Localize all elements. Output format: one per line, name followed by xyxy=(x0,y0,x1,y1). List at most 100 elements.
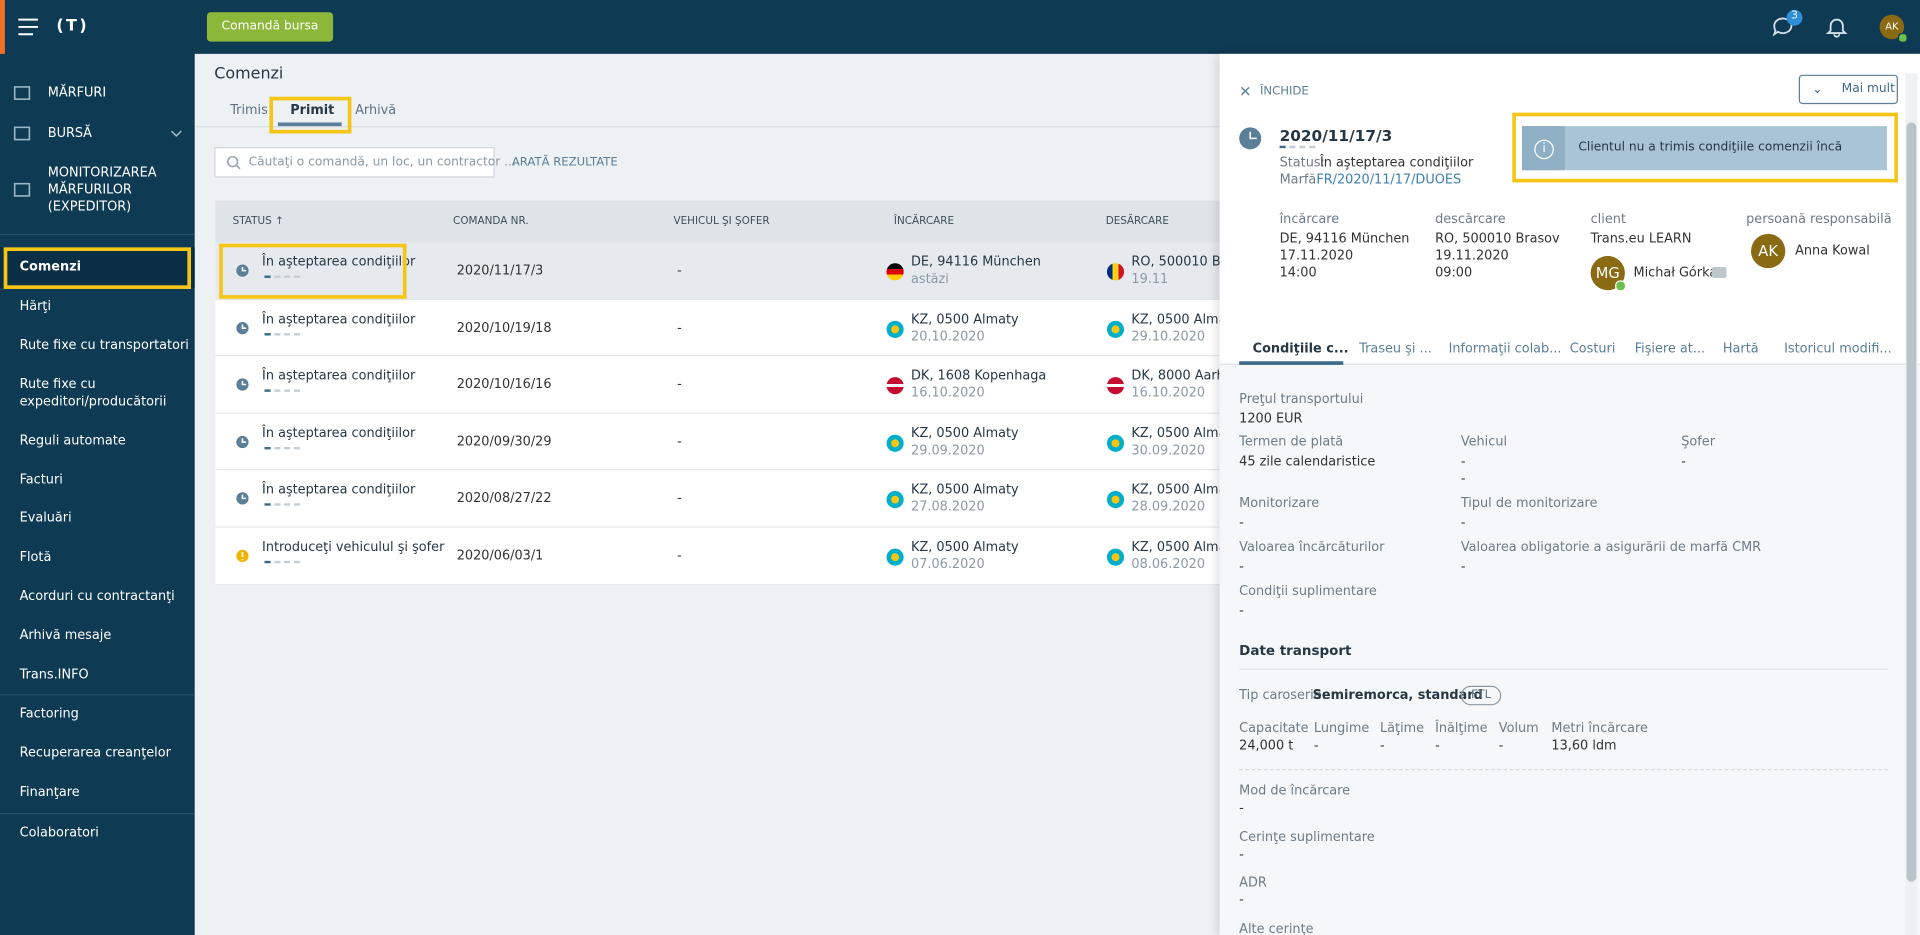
date[interactable]: 29.09.2020 xyxy=(911,443,985,458)
dim-value: - xyxy=(1313,738,1319,754)
vehicle[interactable]: - xyxy=(677,377,682,393)
order-status[interactable]: Introduceţi vehiculul şi şofer xyxy=(262,540,445,555)
exchange-button[interactable]: Comandă bursa xyxy=(206,12,334,42)
sidebar-item[interactable]: MĂRFURI xyxy=(47,85,107,101)
more-button[interactable]: Mai mult ⌄ xyxy=(1798,74,1898,105)
date[interactable]: 16.10.2020 xyxy=(911,385,985,401)
panel-tab[interactable]: Fişiere at... xyxy=(1634,341,1706,357)
status-icon xyxy=(235,434,250,449)
order-number[interactable]: 2020/10/16/16 xyxy=(456,377,552,393)
place[interactable]: KZ, 0500 Almaty xyxy=(911,540,1019,555)
order-number[interactable]: 2020/06/03/1 xyxy=(456,548,544,564)
place[interactable]: KZ, 0500 Almaty xyxy=(1131,425,1240,441)
avatar-initials[interactable]: AK xyxy=(1885,20,1899,32)
search-input[interactable]: Căutaţi o comandă, un loc, un contractor… xyxy=(214,146,516,178)
vehicle[interactable]: - xyxy=(677,491,682,507)
place[interactable]: KZ, 0500 Almaty xyxy=(911,425,1019,441)
sidebar-item[interactable]: MONITORIZAREA MĂRFURILOR (EXPEDITOR) xyxy=(47,165,157,215)
sidebar-item[interactable]: Comenzi xyxy=(19,259,82,275)
panel-tab[interactable]: Istoricul modifi... xyxy=(1784,341,1892,357)
table-row[interactable] xyxy=(215,299,1245,357)
dim-value: - xyxy=(1498,738,1504,754)
date[interactable]: 28.09.2020 xyxy=(1131,500,1206,515)
panel-tab[interactable]: Traseu şi ... xyxy=(1359,341,1432,357)
sidebar-item[interactable]: Rute fixe cu expeditori/producătorii xyxy=(19,377,167,409)
place[interactable]: DK, 8000 Aarhus xyxy=(1131,368,1240,384)
place[interactable]: KZ, 0500 Almaty xyxy=(911,311,1019,327)
sidebar-separator xyxy=(0,233,195,236)
column-header[interactable]: STATUS ↑ xyxy=(232,215,284,228)
place[interactable]: DK, 1608 Kopenhaga xyxy=(911,368,1047,384)
search-button[interactable]: ARATĂ REZULTATE xyxy=(511,155,618,169)
vehicle[interactable]: - xyxy=(677,548,682,564)
place[interactable]: KZ, 0500 Almaty xyxy=(1131,540,1240,555)
sidebar-item[interactable]: Recuperarea creanţelor xyxy=(19,745,171,761)
date[interactable]: 19.11 xyxy=(1131,271,1169,287)
table-row[interactable] xyxy=(215,527,1245,585)
table-header xyxy=(215,200,1245,243)
vehicle[interactable]: - xyxy=(677,263,682,278)
sidebar-item[interactable]: Facturi xyxy=(19,472,63,488)
order-number[interactable]: 2020/08/27/22 xyxy=(456,491,552,507)
chat-icon[interactable] xyxy=(1711,266,1727,278)
order-status[interactable]: În aşteptarea condiţiilor xyxy=(262,482,416,498)
vehicle[interactable]: - xyxy=(677,320,682,336)
sidebar-item[interactable]: Factoring xyxy=(19,706,79,722)
scrollbar-thumb[interactable] xyxy=(1906,122,1917,882)
sidebar-item[interactable]: Rute fixe cu transportatori xyxy=(19,337,189,353)
search-placeholder[interactable]: Căutaţi o comandă, un loc, un contractor… xyxy=(248,155,516,169)
sidebar-item[interactable]: BURSĂ xyxy=(47,126,92,141)
sidebar-item[interactable]: Colaboratori xyxy=(19,825,99,841)
order-status[interactable]: În aşteptarea condiţiilor xyxy=(262,311,416,327)
cargo-link[interactable]: FR/2020/11/17/DUOES xyxy=(1316,172,1462,188)
button-label[interactable]: Comandă bursa xyxy=(221,19,319,34)
sidebar-item[interactable]: Reguli automate xyxy=(19,433,126,449)
sidebar-icon xyxy=(12,180,32,200)
order-number[interactable]: 2020/10/19/18 xyxy=(456,320,552,336)
tab[interactable]: Arhivă xyxy=(355,102,397,118)
vehicle[interactable]: - xyxy=(677,434,682,450)
sidebar-item[interactable]: Arhivă mesaje xyxy=(19,628,112,643)
date[interactable]: 16.10.2020 xyxy=(1131,385,1206,401)
panel-tab[interactable]: Condiţiile c... xyxy=(1252,341,1349,357)
sidebar-item[interactable]: Evaluări xyxy=(19,510,72,526)
panel-tab[interactable]: Costuri xyxy=(1569,341,1616,357)
order-status[interactable]: În aşteptarea condiţiilor xyxy=(262,425,416,441)
table-row[interactable] xyxy=(215,413,1245,471)
place[interactable]: DE, 94116 München xyxy=(911,254,1041,270)
order-status[interactable]: În aşteptarea condiţiilor xyxy=(262,368,416,384)
sidebar-item[interactable]: Acorduri cu contractanţi xyxy=(19,588,175,604)
table-row[interactable] xyxy=(215,356,1245,414)
date[interactable]: astăzi xyxy=(911,271,949,287)
sidebar-item[interactable]: Hărţi xyxy=(19,298,52,314)
date[interactable]: 27.08.2020 xyxy=(911,500,985,515)
order-number[interactable]: 2020/11/17/3 xyxy=(456,263,544,278)
place[interactable]: KZ, 0500 Almaty xyxy=(1131,482,1240,498)
order-status[interactable]: În aşteptarea condiţiilor xyxy=(262,254,416,270)
order-number[interactable]: 2020/09/30/29 xyxy=(456,434,552,450)
chat-icon xyxy=(1772,16,1794,38)
dim-value: 13,60 ldm xyxy=(1551,738,1617,754)
date[interactable]: 07.06.2020 xyxy=(911,557,985,572)
panel-tab[interactable]: Hartă xyxy=(1722,341,1759,357)
close-button[interactable]: ÎNCHIDE xyxy=(1260,84,1309,98)
date[interactable]: 08.06.2020 xyxy=(1131,557,1206,572)
tab[interactable]: Trimis xyxy=(230,102,268,118)
progress-step xyxy=(264,446,271,450)
tab[interactable]: Primit xyxy=(290,102,335,118)
more-label[interactable]: Mai mult xyxy=(1841,82,1895,96)
date[interactable]: 29.10.2020 xyxy=(1131,328,1206,344)
info-icon: i xyxy=(1534,139,1554,160)
sidebar-item[interactable]: Flotă xyxy=(19,549,52,565)
place[interactable]: KZ, 0500 Almaty xyxy=(1131,311,1240,327)
sidebar-item[interactable]: Finanţare xyxy=(19,784,80,800)
date[interactable]: 30.09.2020 xyxy=(1131,443,1206,458)
place[interactable]: KZ, 0500 Almaty xyxy=(911,482,1019,498)
date[interactable]: 20.10.2020 xyxy=(911,328,985,344)
sidebar-item[interactable]: Trans.INFO xyxy=(19,667,89,683)
panel-tab[interactable]: Informaţii colab... xyxy=(1448,341,1562,357)
badge-count: 3 xyxy=(1790,9,1798,23)
table-row[interactable] xyxy=(215,242,1245,300)
table-row[interactable] xyxy=(215,470,1245,528)
